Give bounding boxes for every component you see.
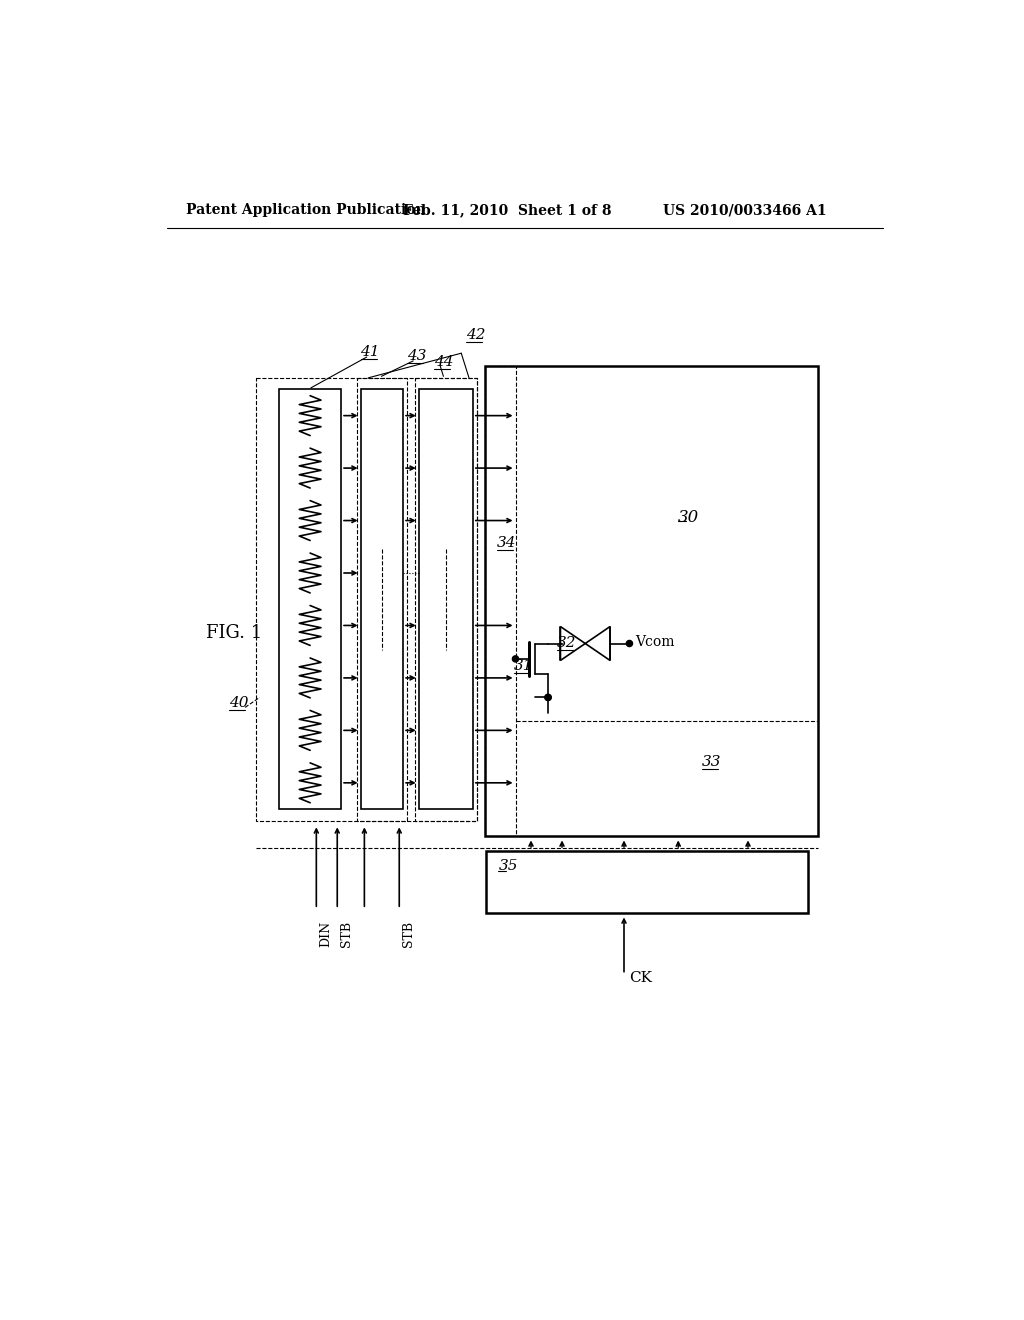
Text: 33: 33 <box>701 755 721 770</box>
Text: 31: 31 <box>514 659 534 673</box>
Text: 30: 30 <box>678 508 699 525</box>
Bar <box>356 378 407 821</box>
Circle shape <box>512 656 518 663</box>
Bar <box>484 367 515 836</box>
Text: Feb. 11, 2010  Sheet 1 of 8: Feb. 11, 2010 Sheet 1 of 8 <box>403 203 611 216</box>
Text: 35: 35 <box>499 859 518 873</box>
Bar <box>280 389 341 809</box>
Text: STB: STB <box>402 921 416 946</box>
Text: 30: 30 <box>678 508 699 525</box>
Bar <box>484 367 818 836</box>
Circle shape <box>545 694 551 701</box>
Text: US 2010/0033466 A1: US 2010/0033466 A1 <box>663 203 826 216</box>
Text: 41: 41 <box>360 345 380 359</box>
Circle shape <box>545 694 551 701</box>
Bar <box>415 378 477 821</box>
Text: CK: CK <box>629 970 651 985</box>
Text: 43: 43 <box>407 350 427 363</box>
Text: 42: 42 <box>466 327 485 342</box>
Text: 34: 34 <box>497 536 516 549</box>
Text: Patent Application Publication: Patent Application Publication <box>186 203 426 216</box>
Text: 44: 44 <box>434 355 454 368</box>
Text: 35: 35 <box>499 859 518 873</box>
Bar <box>360 389 403 809</box>
Circle shape <box>627 640 633 647</box>
Text: 40: 40 <box>228 696 248 710</box>
Text: 32: 32 <box>557 636 577 649</box>
Text: DIN: DIN <box>319 921 333 946</box>
Text: FIG. 1: FIG. 1 <box>206 624 262 643</box>
Bar <box>419 389 473 809</box>
Text: Vcom: Vcom <box>635 635 675 649</box>
Bar <box>256 378 477 821</box>
Bar <box>486 851 809 913</box>
Text: STB: STB <box>340 921 353 946</box>
